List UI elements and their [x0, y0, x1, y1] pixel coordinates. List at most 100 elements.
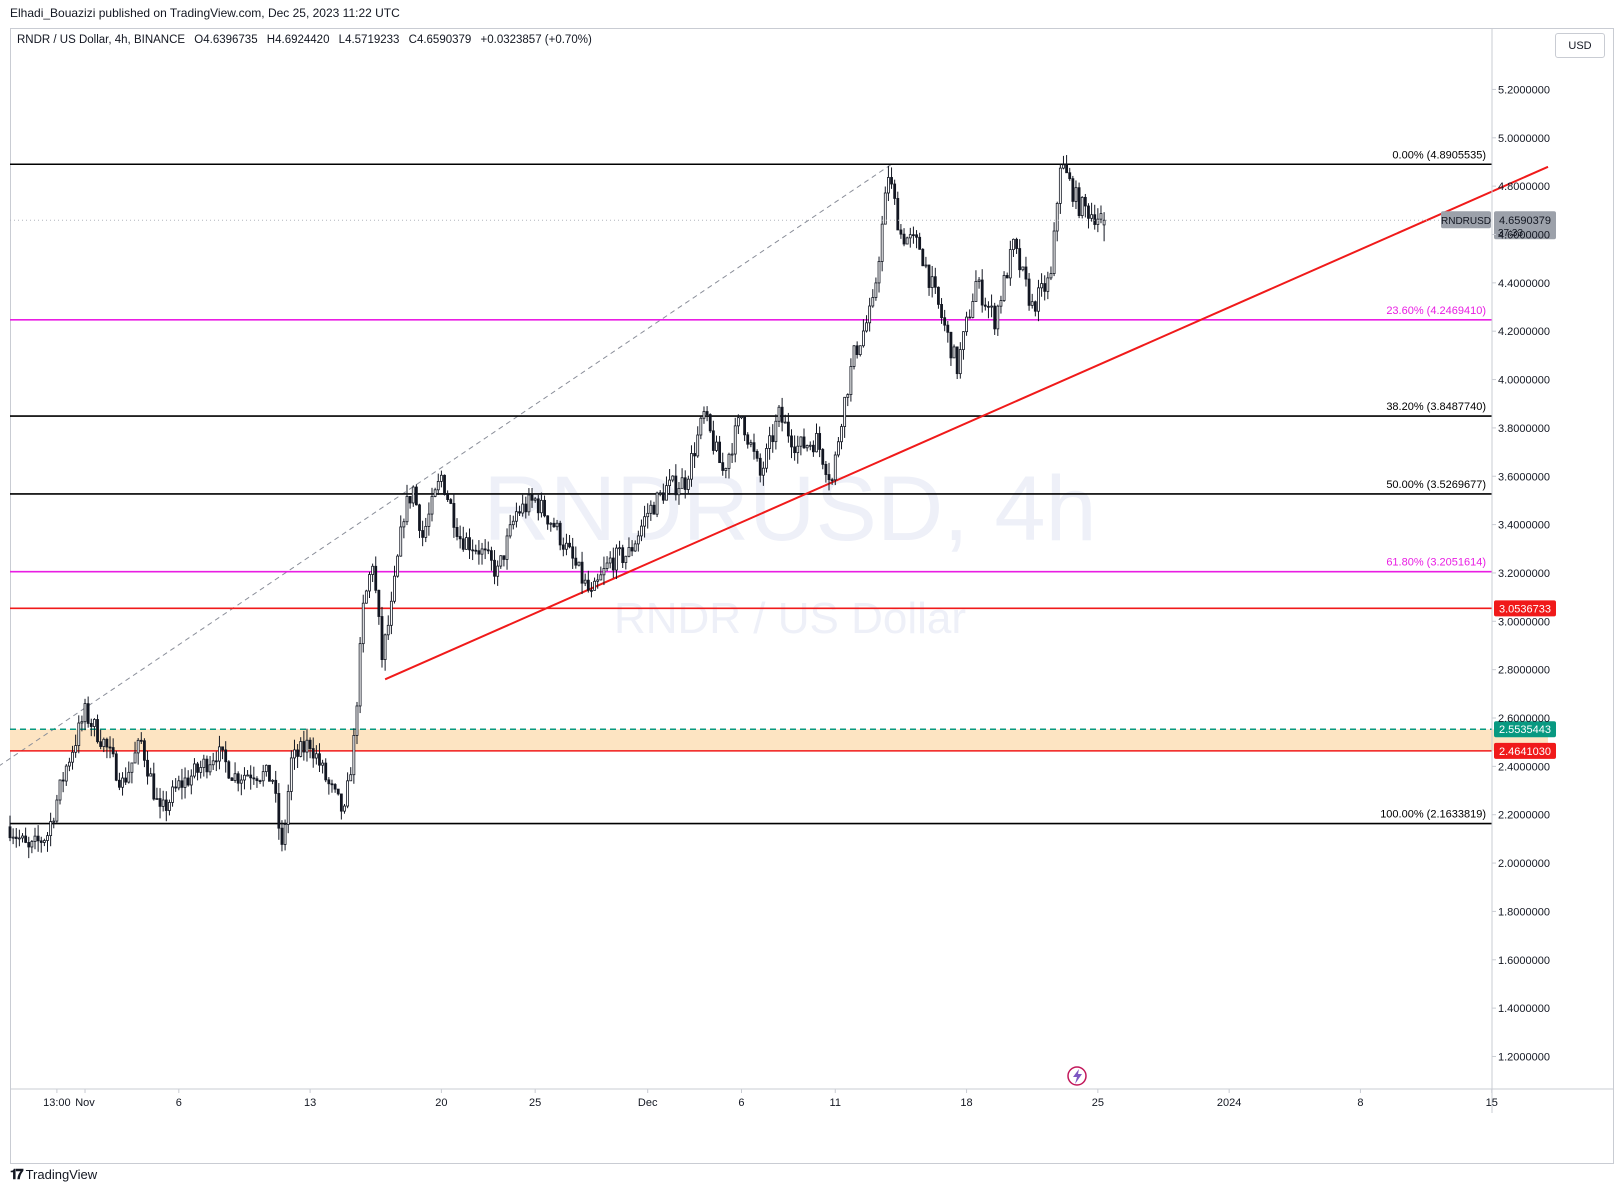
fib-level-label: 23.60% (4.2469410): [1386, 305, 1486, 317]
candle-body: [583, 579, 587, 584]
candle-body: [1049, 273, 1053, 279]
candle-body: [155, 798, 159, 800]
candle-body: [668, 479, 671, 487]
candle-body: [555, 522, 559, 528]
y-tick-label: 4.0000000: [1498, 375, 1550, 387]
candle-body: [799, 436, 803, 447]
candle-body: [908, 234, 912, 239]
candle-body: [868, 305, 872, 324]
candle-body: [411, 486, 415, 504]
candle-body: [114, 753, 118, 781]
candle-body: [24, 835, 28, 843]
candle-body: [55, 799, 59, 822]
candle-body: [946, 324, 950, 333]
candle-body: [715, 441, 718, 451]
candle-body: [318, 753, 321, 766]
y-tick-label: 2.8000000: [1498, 665, 1550, 677]
candle-body: [1093, 214, 1097, 225]
candle-body: [108, 746, 112, 749]
candle-body: [724, 468, 728, 471]
candle-body: [536, 498, 540, 514]
candle-body: [17, 837, 21, 840]
symbol-tag: [1441, 211, 1491, 229]
candle-body: [368, 574, 371, 592]
candle-body: [683, 477, 687, 490]
candle-body: [786, 421, 790, 437]
candle-body: [427, 513, 431, 527]
candle-body: [93, 719, 96, 727]
candle-body: [202, 758, 206, 768]
candle-body: [302, 741, 306, 753]
candle-body: [486, 549, 490, 552]
candle-body: [1012, 238, 1015, 250]
candle-body: [652, 504, 656, 515]
candle-body: [505, 535, 509, 560]
candle-body: [336, 788, 340, 795]
fib-diagonal: [0, 163, 892, 766]
candle-body: [490, 550, 493, 561]
candle-body: [86, 703, 90, 724]
candle-body: [511, 520, 515, 526]
x-tick-label: 6: [176, 1097, 182, 1109]
candle-body: [186, 777, 190, 786]
candle-body: [693, 453, 696, 457]
candle-body: [161, 799, 165, 807]
candle-body: [261, 771, 265, 782]
candle-body: [380, 616, 384, 661]
candle-body: [524, 503, 528, 513]
x-tick-label: 6: [738, 1097, 744, 1109]
candle-body: [565, 542, 568, 550]
candle-body: [705, 411, 709, 415]
candle-body: [590, 589, 593, 592]
candle-body: [21, 835, 24, 839]
candle-body: [777, 406, 781, 422]
candle-body: [399, 526, 403, 557]
candle-body: [211, 760, 215, 766]
candle-body: [74, 745, 78, 753]
candle-body: [849, 366, 853, 395]
currency-button[interactable]: USD: [1555, 33, 1605, 58]
candle-body: [840, 426, 843, 443]
candle-body: [77, 722, 81, 746]
candle-body: [699, 417, 703, 436]
candle-body: [139, 739, 143, 742]
candle-body: [402, 521, 406, 528]
candle-body: [408, 496, 412, 504]
level-price-tag: [1494, 742, 1556, 759]
candle-body: [752, 442, 756, 452]
candle-body: [343, 805, 346, 812]
candle-body: [324, 762, 328, 781]
candle-body: [105, 738, 109, 748]
candle-body: [236, 773, 240, 784]
candle-body: [1021, 266, 1025, 271]
y-tick-label: 3.0000000: [1498, 616, 1550, 628]
candle-body: [943, 317, 947, 326]
candle-body: [180, 780, 184, 788]
candle-body: [883, 192, 887, 225]
candle-body: [696, 434, 700, 457]
level-price-label: 2.5535443: [1499, 724, 1551, 736]
candle-body: [586, 579, 590, 591]
candle-body: [1002, 275, 1006, 301]
candle-body: [199, 767, 203, 773]
candle-body: [811, 444, 815, 453]
candle-body: [27, 842, 31, 848]
candle-body: [627, 547, 631, 557]
candle-body: [224, 749, 228, 763]
candle-body: [1046, 277, 1050, 292]
candle-body: [974, 281, 978, 302]
y-tick-label: 1.2000000: [1498, 1051, 1550, 1063]
legend-symbol[interactable]: RNDR / US Dollar, 4h, BINANCE: [17, 34, 186, 46]
candle-body: [299, 741, 303, 757]
legend-change: +0.0323857 (+0.70%): [480, 34, 592, 46]
candle-body: [83, 703, 87, 723]
tradingview-brand[interactable]: 𝟏𝟕 TradingView: [10, 1166, 97, 1183]
candle-body: [633, 543, 637, 552]
support-zone: [10, 729, 1548, 751]
candle-body: [561, 544, 565, 550]
candle-body: [836, 441, 840, 456]
candle-body: [862, 330, 865, 347]
candle-body: [533, 498, 537, 501]
y-tick-label: 5.0000000: [1498, 133, 1550, 145]
